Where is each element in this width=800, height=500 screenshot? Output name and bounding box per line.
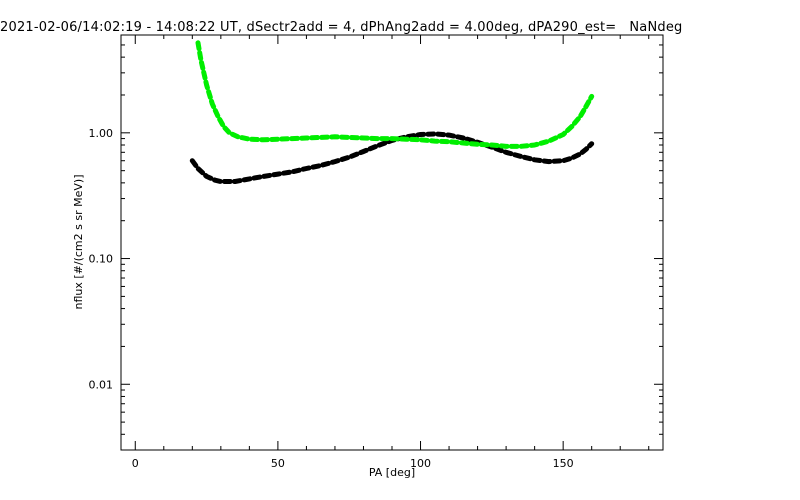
x-tick-label: 150 <box>553 457 574 470</box>
x-tick-label: 0 <box>132 457 139 470</box>
plot-frame <box>120 34 664 451</box>
x-axis-label: PA [deg] <box>369 466 415 479</box>
y-axis-label: nflux [#/(cm2 s sr MeV)] <box>72 175 85 310</box>
x-tick-label: 50 <box>271 457 285 470</box>
y-axis: 0.01 0.10 1.00 <box>89 34 663 451</box>
series-layer <box>189 40 595 184</box>
y-tick-label: 0.01 <box>89 378 114 391</box>
y-tick-label: 0.10 <box>89 253 114 266</box>
y-tick-label: 1.00 <box>89 127 114 140</box>
series-line-green <box>195 40 595 149</box>
x-tick-label: 100 <box>410 457 431 470</box>
x-axis: 0 50 100 150 <box>132 35 650 470</box>
chart-title: 2021-02-06/14:02:19 - 14:08:22 UT, dSect… <box>0 20 683 35</box>
